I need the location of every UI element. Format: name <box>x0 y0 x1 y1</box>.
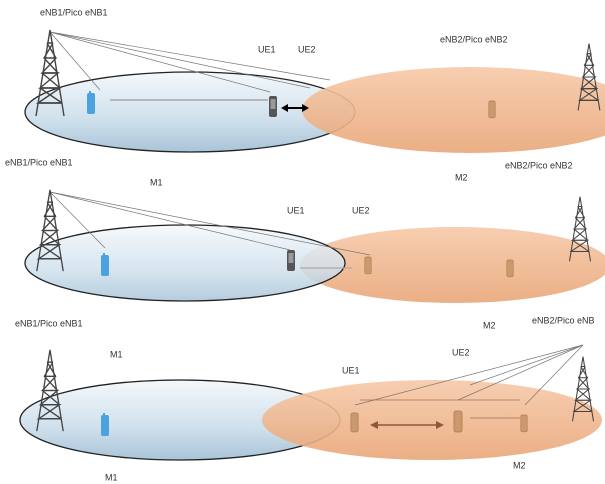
label: UE1 <box>342 365 360 375</box>
label: eNB1/Pico eNB1 <box>5 157 73 167</box>
panel-1: eNB1/Pico eNB1 UE1 UE2 eNB2/Pico eNB2 <box>24 7 605 153</box>
label: eNB2/Pico eNB <box>532 315 595 325</box>
label: M1 <box>150 177 163 187</box>
label: eNB2/Pico eNB2 <box>505 160 573 170</box>
label: M2 <box>455 172 468 182</box>
label: eNB1/Pico eNB1 <box>40 7 108 17</box>
label: eNB1/Pico eNB1 <box>15 318 83 328</box>
label: M2 <box>483 320 496 330</box>
label: UE2 <box>352 205 370 215</box>
label: eNB2/Pico eNB2 <box>440 34 508 44</box>
label: M1 <box>105 472 118 482</box>
label: UE1 <box>258 44 276 54</box>
label: UE1 <box>287 205 305 215</box>
label: UE2 <box>452 347 470 357</box>
label: UE2 <box>298 44 316 54</box>
panel-2: eNB1/Pico eNB1 eNB2/Pico eNB2 M1 M2 UE1 … <box>5 157 605 303</box>
label: M1 <box>110 349 123 359</box>
panel-3: eNB1/Pico eNB1 M2 eNB2/Pico eNB M1 UE2 U… <box>15 315 602 482</box>
label: M2 <box>513 460 526 470</box>
